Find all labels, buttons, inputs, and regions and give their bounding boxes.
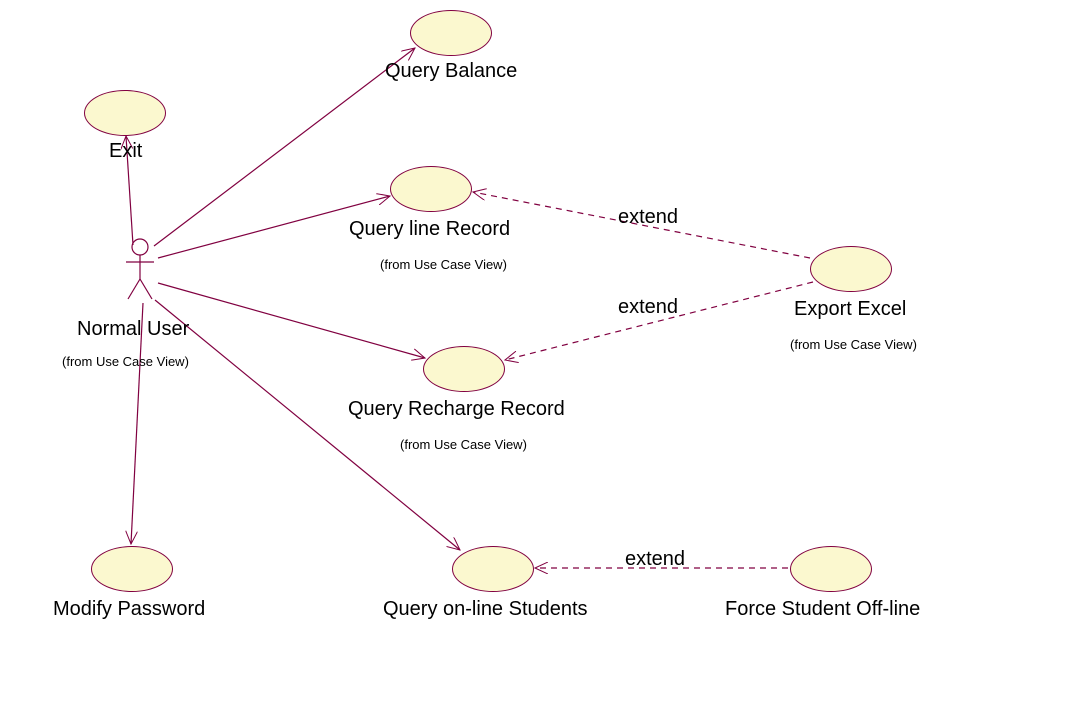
usecase-label-query-online-students: Query on-line Students — [383, 598, 588, 621]
association-line — [155, 300, 460, 550]
actor-sublabel: (from Use Case View) — [62, 354, 189, 369]
extend-label: extend — [618, 206, 678, 229]
usecase-query-recharge-record — [423, 346, 505, 392]
usecase-label-query-recharge-record: Query Recharge Record — [348, 398, 565, 421]
usecase-sublabel-export-excel: (from Use Case View) — [790, 337, 917, 352]
usecase-query-line-record — [390, 166, 472, 212]
usecase-force-student-offline — [790, 546, 872, 592]
extend-line — [505, 282, 813, 360]
usecase-exit — [84, 90, 166, 136]
usecase-modify-password — [91, 546, 173, 592]
association-line — [154, 48, 415, 246]
usecase-query-online-students — [452, 546, 534, 592]
usecase-label-query-line-record: Query line Record — [349, 218, 510, 241]
extend-label: extend — [625, 548, 685, 571]
usecase-label-query-balance: Query Balance — [385, 60, 517, 83]
actor-label: Normal User — [77, 318, 189, 341]
usecase-query-balance — [410, 10, 492, 56]
use-case-diagram: Normal User (from Use Case View) Exit Que… — [0, 0, 1080, 703]
usecase-label-exit: Exit — [109, 140, 142, 163]
usecase-label-export-excel: Export Excel — [794, 298, 906, 321]
extend-label: extend — [618, 296, 678, 319]
usecase-export-excel — [810, 246, 892, 292]
usecase-sublabel-query-recharge-record: (from Use Case View) — [400, 437, 527, 452]
usecase-sublabel-query-line-record: (from Use Case View) — [380, 257, 507, 272]
actor-figure — [120, 235, 160, 305]
association-line — [158, 283, 425, 358]
usecase-label-force-student-offline: Force Student Off-line — [725, 598, 920, 621]
usecase-label-modify-password: Modify Password — [53, 598, 205, 621]
